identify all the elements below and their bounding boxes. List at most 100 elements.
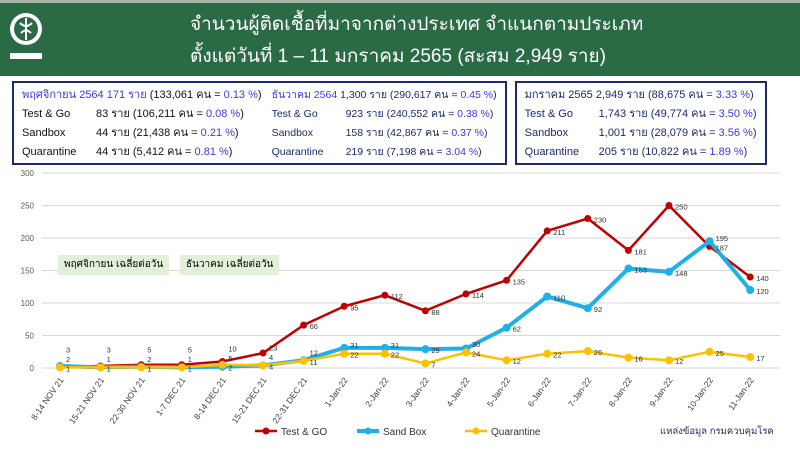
data-label: 1 (107, 355, 111, 364)
nov-row-pct: 0.21 % (200, 126, 235, 139)
data-label: 1 (66, 364, 70, 373)
data-label: 250 (675, 203, 688, 212)
legend-marker (472, 427, 480, 435)
jan-row-label: Sandbox (524, 126, 569, 139)
data-label: 195 (716, 234, 729, 243)
data-point (665, 202, 673, 209)
data-label: 23 (269, 343, 277, 352)
note-nov-daily-average: พฤศจิกายน เฉลี่ยต่อวัน (58, 255, 170, 275)
jan-row-pct: 1.89 % (709, 145, 744, 158)
data-point (462, 348, 470, 357)
nov-row: Quarantine 44 ราย (5,412 คน = 0.81 %) (22, 145, 233, 158)
series-line-test-go (59, 203, 751, 368)
data-point (299, 356, 308, 365)
summary-nov-dec: พฤศจิกายน 2564 171 ราย (133,061 คน = 0.1… (12, 81, 507, 165)
nov-head-tail: (133,061 คน = (149, 88, 224, 101)
dec-row-count: 158 ราย (42,867 คน = (345, 126, 452, 139)
jan-row-count: 205 ราย (10,822 คน = (598, 145, 710, 158)
data-label: 2 (147, 355, 151, 364)
nov-head-pct: 0.13 % (223, 88, 258, 101)
data-point (665, 267, 673, 276)
dec-head-tail: 1,300 ราย (290,617 คน = (340, 88, 461, 101)
dec-row-label: Sandbox (271, 126, 314, 139)
dec-row: Sandbox 158 ราย (42,867 คน = 0.37 %) (271, 126, 488, 139)
legend-marker (262, 427, 270, 435)
dec-row-pct: 0.37 % (451, 126, 485, 139)
jan-column: มกราคม 2565 2,949 ราย (88,675 คน = 3.33 … (525, 85, 757, 161)
data-label: 5 (147, 345, 151, 354)
x-tick-label: 2-Jan-22 (363, 375, 391, 408)
data-label: 7 (431, 360, 435, 369)
data-point (137, 363, 146, 372)
nov-row-count: 44 ราย (5,412 คน = (96, 145, 195, 158)
nov-row-count: 44 ราย (21,438 คน = (96, 126, 201, 139)
x-tick-label: 22-30 NOV 21 (107, 375, 147, 425)
x-tick-label: 8-Jan-22 (607, 375, 635, 408)
data-label: 22 (553, 351, 561, 360)
data-label: 2 (66, 355, 70, 364)
data-label: 112 (391, 292, 403, 301)
data-label: 17 (756, 354, 764, 363)
nov-head-row: พฤศจิกายน 2564 171 ราย (133,061 คน = 0.1… (22, 87, 262, 103)
jan-row-pct: 3.56 % (718, 126, 753, 139)
data-point (665, 356, 673, 365)
data-point (502, 356, 511, 365)
data-label: 22 (391, 351, 399, 360)
data-label: 3 (66, 345, 70, 354)
data-point (584, 215, 592, 222)
data-label: 5 (188, 345, 192, 354)
dec-row: Test & Go 923 ราย (240,552 คน = 0.38 %) (271, 107, 494, 120)
data-source: แหล่งข้อมูล กรมควบคุมโรค (660, 426, 774, 437)
x-tick-label: 3-Jan-22 (404, 375, 432, 408)
data-point (583, 304, 592, 313)
nov-row: Test & Go 83 ราย (106,211 คน = 0.08 %) (22, 107, 244, 120)
legend-label: Test & GO (281, 427, 327, 438)
data-label: 1 (107, 364, 111, 373)
jan-head-row: มกราคม 2565 2,949 ราย (88,675 คน = 3.33 … (524, 88, 754, 101)
summary-jan: มกราคม 2565 2,949 ราย (88,675 คน = 3.33 … (514, 81, 767, 165)
data-label: 30 (472, 340, 480, 349)
x-tick-label: 8-14 NOV 21 (29, 375, 66, 422)
data-label: 31 (391, 341, 399, 350)
jan-row-pct: 3.50 % (718, 107, 753, 120)
department-logo-icon (10, 13, 42, 59)
x-tick-label: 15-21 NOV 21 (67, 375, 107, 425)
data-point (177, 363, 186, 372)
data-label: 95 (350, 303, 358, 312)
data-label: 66 (310, 322, 318, 331)
dec-head-row: ธันวาคม 2564 1,300 ราย (290,617 คน = 0.4… (271, 88, 497, 101)
x-tick-label: 10-Jan-22 (685, 375, 715, 412)
x-tick-label: 5-Jan-22 (485, 375, 513, 408)
y-tick-label: 100 (21, 299, 35, 308)
data-point (462, 290, 470, 298)
data-label: 211 (553, 228, 565, 237)
y-tick-label: 0 (30, 364, 35, 373)
data-label: 140 (756, 274, 769, 283)
nov-row-label: Sandbox (22, 126, 66, 139)
title-line-2: ตั้งแต่วันที่ 1 – 11 มกราคม 2565 (สะสม 2… (190, 46, 607, 67)
data-point (421, 307, 429, 315)
jan-row: Test & Go 1,743 ราย (49,774 คน = 3.50 %) (524, 107, 757, 120)
dec-row-count: 219 ราย (7,198 คน = (345, 145, 446, 158)
data-label: 153 (634, 266, 647, 275)
data-label: 1 (147, 364, 151, 373)
data-point (421, 359, 430, 368)
nov-row-pct: 0.81 % (194, 145, 229, 158)
data-label: 11 (310, 358, 318, 367)
y-tick-label: 300 (21, 169, 35, 178)
data-label: 114 (472, 291, 484, 300)
data-point (96, 363, 105, 372)
data-label: 25 (716, 349, 724, 358)
x-tick-label: 22-31 DEC 21 (270, 375, 309, 425)
dec-row-pct: 0.38 % (457, 107, 490, 120)
data-point (340, 349, 349, 358)
summary-section: พฤศจิกายน 2564 171 ราย (133,061 คน = 0.1… (12, 81, 767, 165)
data-point (340, 343, 349, 352)
y-tick-label: 250 (21, 202, 35, 211)
jan-head: มกราคม 2565 2,949 ราย (88,675 คน = (524, 88, 716, 101)
nov-row-count: 83 ราย (106,211 คน = (96, 107, 206, 120)
data-label: 4 (269, 362, 273, 371)
data-point (705, 237, 714, 246)
legend-label: Quarantine (491, 427, 541, 438)
data-label: 4 (269, 353, 273, 362)
